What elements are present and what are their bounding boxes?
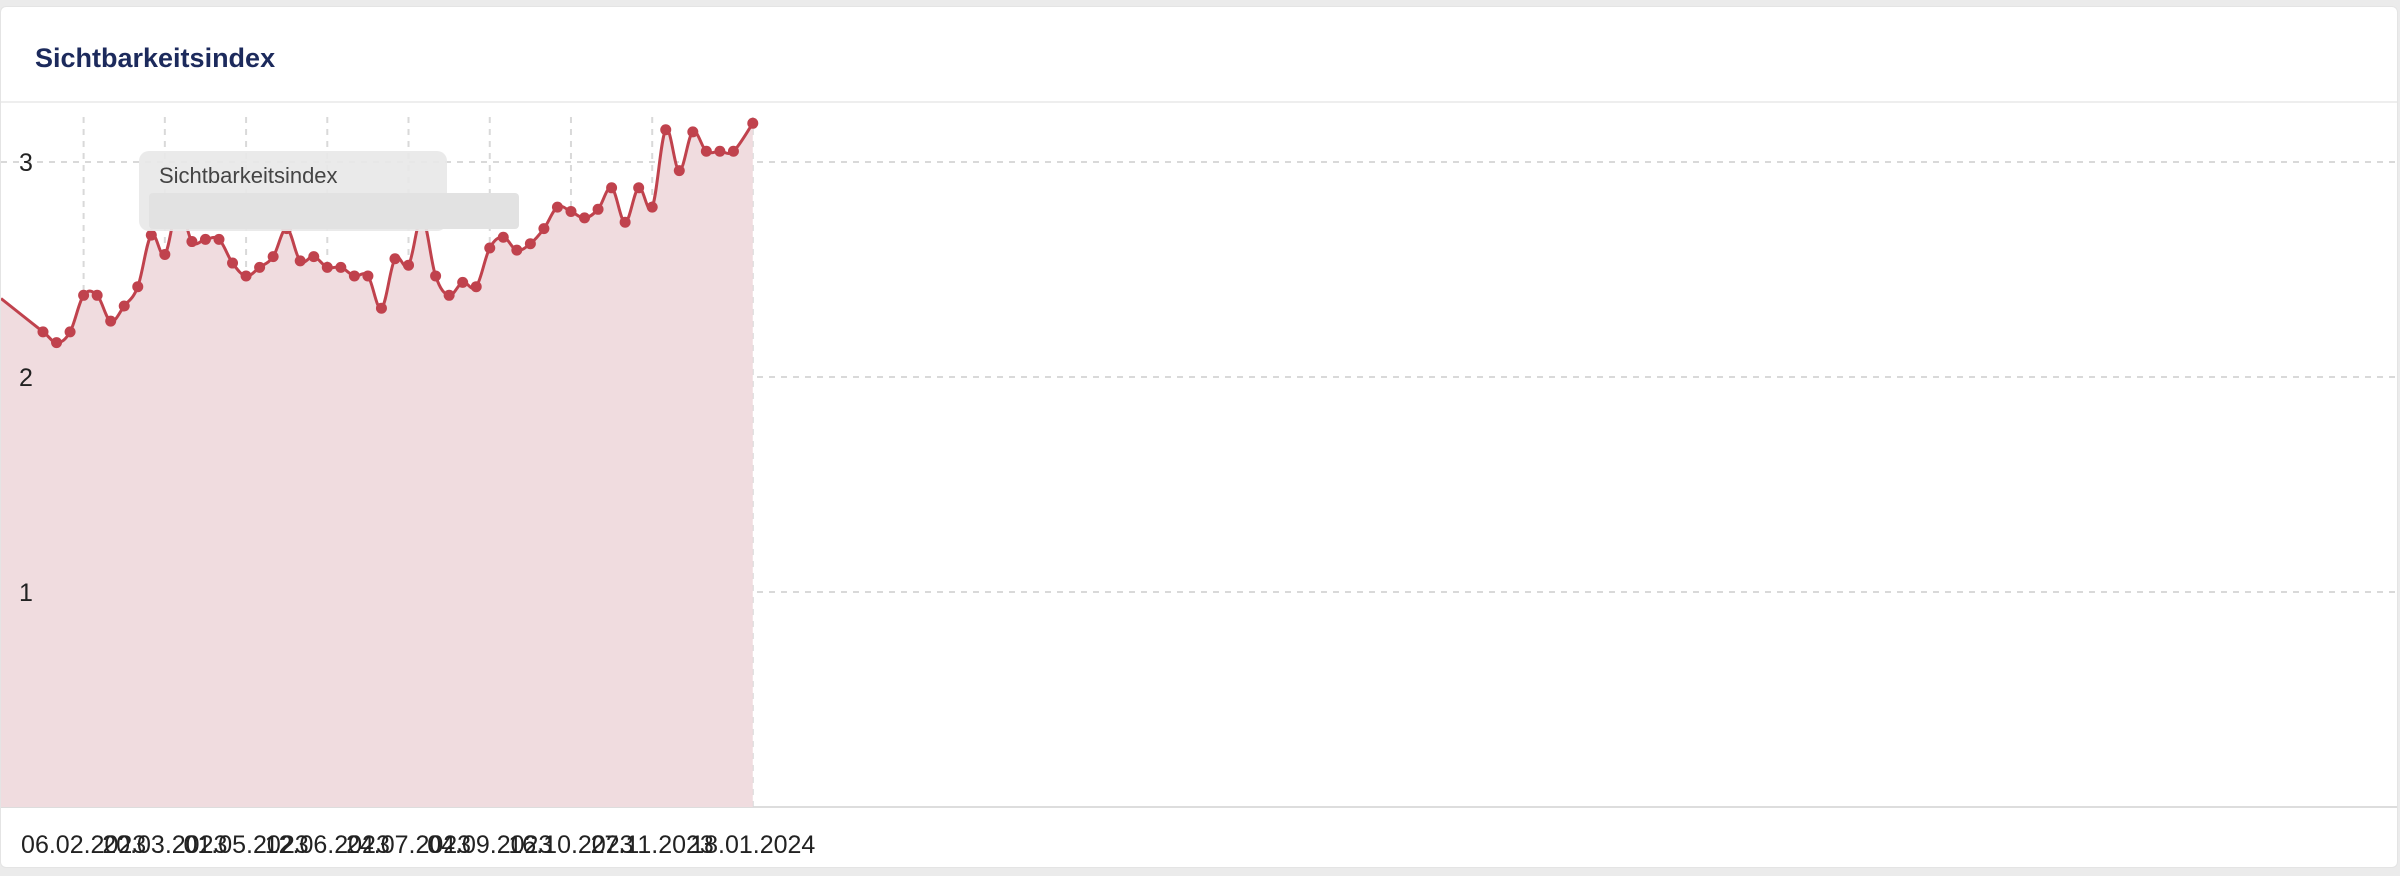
- data-point[interactable]: [389, 253, 401, 265]
- data-point[interactable]: [362, 270, 374, 282]
- data-point[interactable]: [700, 145, 712, 157]
- area-fill: [1, 123, 753, 808]
- data-point[interactable]: [118, 300, 130, 312]
- data-point[interactable]: [78, 289, 90, 301]
- data-point[interactable]: [159, 248, 171, 260]
- data-point[interactable]: [91, 289, 103, 301]
- tooltip: Sichtbarkeitsindex: [139, 151, 519, 231]
- data-point[interactable]: [524, 238, 536, 250]
- tooltip-label: Sichtbarkeitsindex: [159, 163, 338, 188]
- data-point[interactable]: [457, 276, 469, 288]
- title-divider: [1, 101, 2397, 103]
- data-point[interactable]: [484, 242, 496, 254]
- tooltip-value-bar: [149, 193, 519, 229]
- data-point[interactable]: [227, 257, 239, 269]
- data-point[interactable]: [538, 223, 550, 235]
- data-point[interactable]: [511, 244, 523, 256]
- x-tick-label: 12.06.2023: [265, 831, 390, 859]
- y-tick-label: 1: [19, 579, 33, 607]
- x-tick-label: 16.10.2023: [508, 831, 633, 859]
- x-tick-label: 01.05.2023: [184, 831, 309, 859]
- x-tick-label: 18.01.2024: [690, 831, 815, 859]
- data-point[interactable]: [267, 251, 279, 263]
- data-point[interactable]: [375, 302, 387, 314]
- data-point[interactable]: [254, 261, 266, 273]
- x-tick-label: 27.11.2023: [591, 831, 714, 859]
- data-point[interactable]: [747, 117, 759, 129]
- data-point[interactable]: [51, 337, 63, 349]
- axis-labels: 1 2 3 06.02.202320.03.202301.05.202312.06.2…: [19, 149, 815, 859]
- data-point[interactable]: [592, 203, 604, 215]
- chart-card: Sichtbarkeitsindex 1 2 3 06.02.2023 20.03.20…: [0, 6, 2398, 868]
- data-point[interactable]: [687, 126, 699, 138]
- data-point[interactable]: [145, 229, 157, 241]
- data-point[interactable]: [335, 261, 347, 273]
- data-point[interactable]: [37, 326, 49, 338]
- data-point[interactable]: [727, 145, 739, 157]
- data-point[interactable]: [321, 261, 333, 273]
- data-point[interactable]: [470, 281, 482, 293]
- data-point[interactable]: [199, 233, 211, 245]
- x-tick-label: 24.07.2023: [346, 831, 471, 859]
- data-point[interactable]: [619, 216, 631, 228]
- data-point[interactable]: [673, 165, 685, 177]
- chart-svg: 1 2 3 06.02.202320.03.202301.05.202312.06.2…: [1, 117, 2397, 859]
- data-point[interactable]: [606, 182, 618, 194]
- data-point[interactable]: [551, 201, 563, 213]
- data-point[interactable]: [240, 270, 252, 282]
- x-tick-label: 04.09.2023: [427, 831, 552, 859]
- x-tick-label: 06.02.2023: [21, 831, 146, 859]
- data-point[interactable]: [633, 182, 645, 194]
- data-point[interactable]: [646, 201, 658, 213]
- data-point[interactable]: [579, 212, 591, 224]
- data-point[interactable]: [105, 315, 117, 327]
- data-point[interactable]: [294, 255, 306, 267]
- data-point[interactable]: [213, 233, 225, 245]
- data-point[interactable]: [348, 270, 360, 282]
- data-point[interactable]: [430, 270, 442, 282]
- chart-title: Sichtbarkeitsindex: [35, 43, 276, 73]
- y-tick-label: 2: [19, 364, 33, 392]
- data-point[interactable]: [186, 236, 198, 248]
- data-point[interactable]: [132, 281, 144, 293]
- data-point[interactable]: [565, 205, 577, 217]
- data-point[interactable]: [497, 231, 509, 243]
- x-tick-label: 20.03.2023: [102, 831, 227, 859]
- data-point[interactable]: [714, 145, 726, 157]
- data-point[interactable]: [443, 289, 455, 301]
- data-point[interactable]: [308, 251, 320, 263]
- data-point[interactable]: [660, 124, 672, 136]
- data-point[interactable]: [64, 326, 76, 338]
- data-point[interactable]: [403, 259, 415, 271]
- y-tick-label: 3: [19, 149, 33, 177]
